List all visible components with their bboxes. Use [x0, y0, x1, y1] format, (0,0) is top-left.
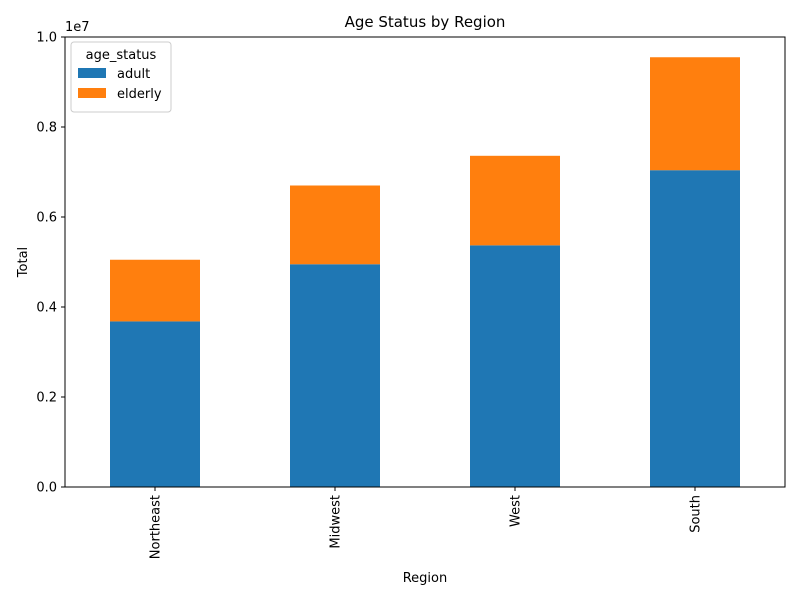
x-axis: Northeast Midwest West South	[149, 487, 704, 559]
bar-elderly-midwest	[290, 185, 380, 265]
chart-title: Age Status by Region	[345, 13, 506, 31]
legend-swatch-adult	[78, 68, 106, 78]
legend-swatch-elderly	[78, 88, 106, 98]
plot-frame	[64, 36, 786, 488]
y-tick-label: 1.0	[36, 31, 57, 46]
bars-layer	[110, 57, 740, 487]
bar-elderly-south	[650, 57, 740, 171]
y-axis: 0.0 0.2 0.4 0.6 0.8 1.0	[36, 31, 65, 496]
y-tick-label: 0.4	[36, 301, 57, 316]
x-tick-label-west: West	[509, 495, 524, 527]
y-tick-label: 0.0	[36, 481, 57, 496]
x-tick-label-northeast: Northeast	[149, 495, 164, 559]
x-tick-label-south: South	[689, 495, 704, 533]
y-axis-label: Total	[16, 247, 31, 278]
y-tick-label: 0.8	[36, 121, 57, 136]
bar-adult-midwest	[290, 264, 380, 487]
bar-adult-west	[470, 245, 560, 487]
y-axis-offset-label: 1e7	[65, 20, 90, 35]
bar-adult-northeast	[110, 321, 200, 487]
x-tick-label-midwest: Midwest	[329, 495, 344, 549]
legend-title: age_status	[86, 48, 157, 63]
legend-label-elderly: elderly	[117, 87, 162, 102]
y-tick-label: 0.6	[36, 211, 57, 226]
legend-label-adult: adult	[117, 67, 150, 82]
y-tick-label: 0.2	[36, 391, 57, 406]
bar-elderly-west	[470, 155, 560, 246]
bar-elderly-northeast	[110, 259, 200, 322]
bar-adult-south	[650, 170, 740, 487]
legend: age_status adult elderly	[70, 41, 172, 113]
x-axis-label: Region	[403, 571, 448, 586]
legend-items: adult elderly	[78, 67, 162, 102]
